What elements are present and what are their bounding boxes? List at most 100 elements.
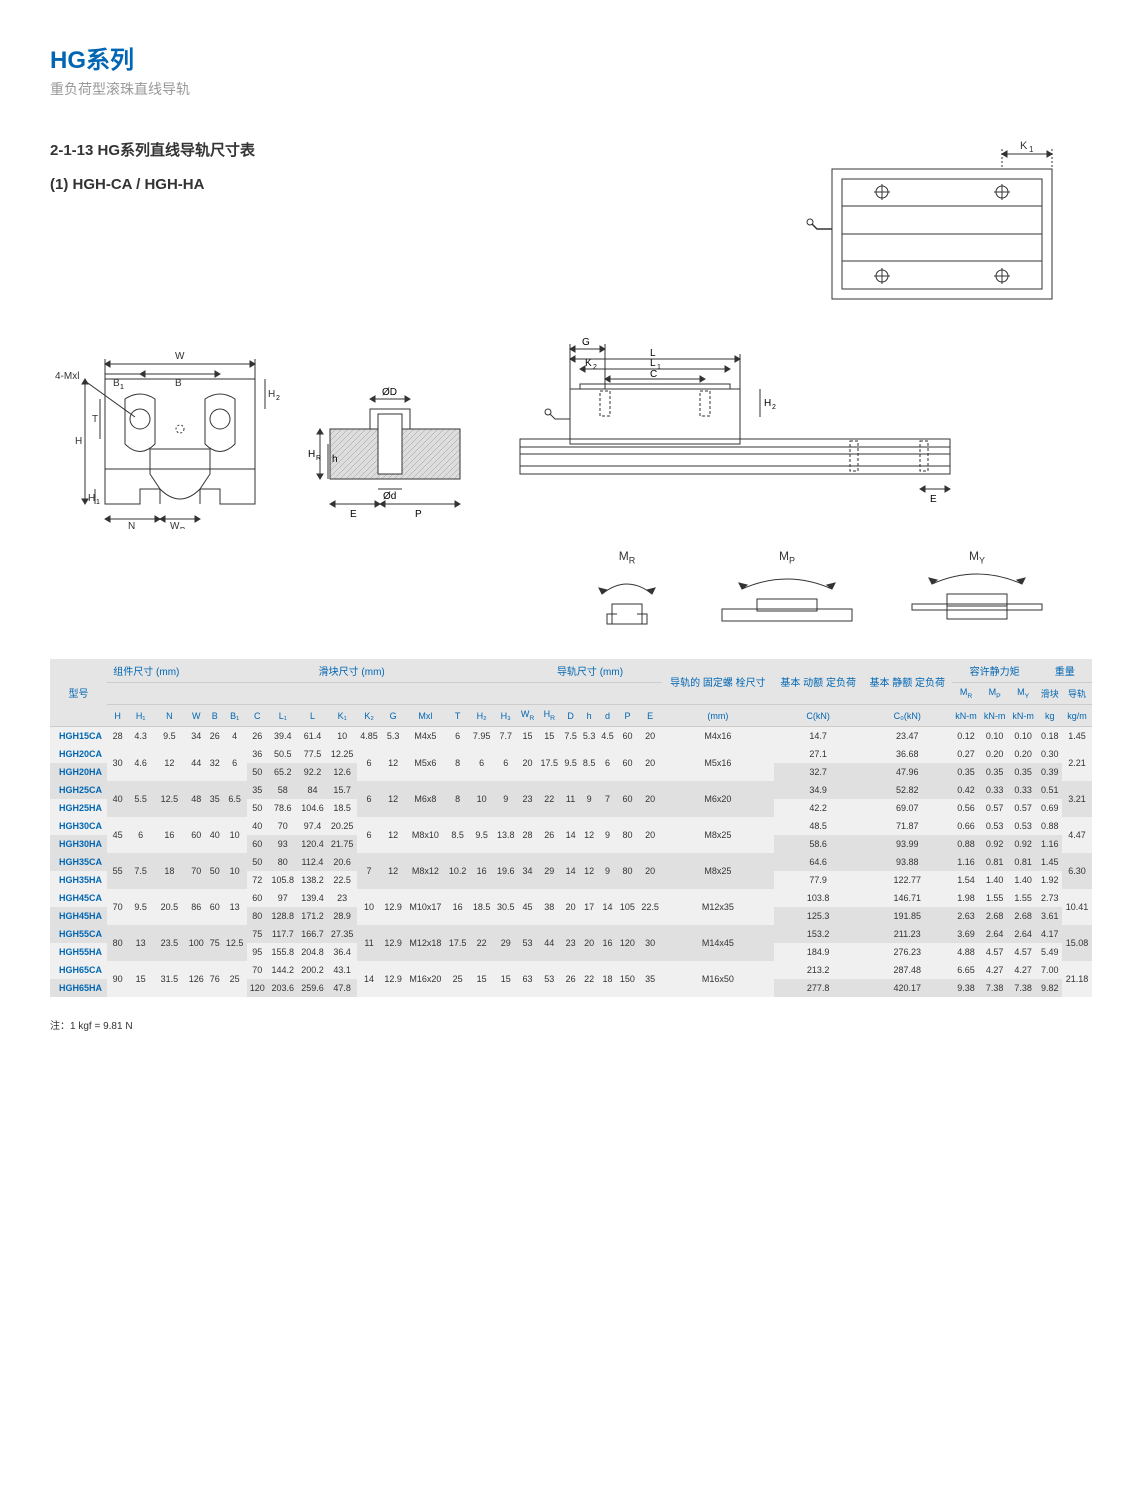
data-cell: 12: [381, 745, 405, 781]
data-cell: 71.87: [863, 817, 952, 835]
data-cell: 1.55: [980, 889, 1009, 907]
data-cell: 125.3: [774, 907, 863, 925]
svg-text:E: E: [350, 509, 357, 520]
data-cell: 4.17: [1037, 925, 1062, 943]
data-cell: 28: [107, 727, 128, 746]
data-cell: 23.5: [153, 925, 185, 961]
data-cell: 34.9: [774, 781, 863, 799]
data-cell: 50: [247, 853, 268, 871]
data-cell: 15.7: [327, 781, 357, 799]
th-mp: MP: [980, 683, 1009, 705]
data-cell: 139.4: [298, 889, 328, 907]
page-subtitle: 重负荷型滚珠直线导轨: [50, 79, 1092, 99]
data-cell: 204.8: [298, 943, 328, 961]
data-cell: 0.35: [952, 763, 981, 781]
svg-text:C: C: [650, 369, 657, 380]
svg-text:1: 1: [96, 499, 100, 506]
data-cell: 128.8: [268, 907, 298, 925]
diagram-side-profile: HR h ØD Ød E P: [300, 369, 480, 529]
data-cell: 35: [207, 781, 223, 817]
data-cell: 20.5: [153, 889, 185, 925]
data-cell: 12.9: [381, 889, 405, 925]
data-cell: 153.2: [774, 925, 863, 943]
data-cell: 7.38: [1009, 979, 1038, 997]
data-cell: 0.35: [980, 763, 1009, 781]
th-col: G: [381, 705, 405, 727]
data-cell: 3.21: [1062, 781, 1092, 817]
data-cell: 117.7: [268, 925, 298, 943]
data-cell: 36: [247, 745, 268, 763]
table-row: HGH35CA557.5187050105080112.420.6712M8x1…: [50, 853, 1092, 871]
data-cell: 259.6: [298, 979, 328, 997]
data-cell: 184.9: [774, 943, 863, 961]
data-cell: 5.49: [1037, 943, 1062, 961]
data-cell: 5.3: [580, 727, 598, 746]
th-moment: 容许静力矩: [952, 659, 1038, 683]
data-cell: 17.5: [446, 925, 470, 961]
data-cell: 60: [247, 835, 268, 853]
dimension-table: 型号 组件尺寸 (mm) 滑块尺寸 (mm) 导轨尺寸 (mm) 导轨的 固定螺…: [50, 659, 1092, 997]
data-cell: 105: [617, 889, 638, 925]
data-cell: 5.3: [381, 727, 405, 746]
th-col: d: [598, 705, 616, 727]
data-cell: 0.33: [1009, 781, 1038, 799]
th-col: h: [580, 705, 598, 727]
svg-text:K: K: [1020, 140, 1028, 152]
th-col: P: [617, 705, 638, 727]
data-cell: 122.77: [863, 871, 952, 889]
data-cell: 21.18: [1062, 961, 1092, 997]
data-cell: 0.20: [980, 745, 1009, 763]
data-cell: 16: [598, 925, 616, 961]
data-cell: 6.5: [223, 781, 247, 817]
data-cell: 6: [494, 745, 518, 781]
th-col: L₁: [268, 705, 298, 727]
data-cell: 12.5: [153, 781, 185, 817]
data-cell: 93.99: [863, 835, 952, 853]
data-cell: 1.45: [1062, 727, 1092, 746]
data-cell: M12x35: [662, 889, 773, 925]
data-cell: M5x6: [405, 745, 445, 781]
data-cell: 4.47: [1062, 817, 1092, 853]
footnote: 注：1 kgf = 9.81 N: [50, 1017, 1092, 1032]
model-cell: HGH45HA: [50, 907, 107, 925]
data-cell: 53: [537, 961, 561, 997]
model-cell: HGH55CA: [50, 925, 107, 943]
data-cell: 0.27: [952, 745, 981, 763]
data-cell: 12.6: [327, 763, 357, 781]
data-cell: 20: [638, 745, 662, 781]
th-model: 型号: [50, 659, 107, 726]
data-cell: 20: [638, 727, 662, 746]
data-cell: 8.5: [446, 817, 470, 853]
data-cell: 47.8: [327, 979, 357, 997]
data-cell: 14: [598, 889, 616, 925]
data-cell: 18.5: [327, 799, 357, 817]
data-cell: 171.2: [298, 907, 328, 925]
data-cell: 2.64: [1009, 925, 1038, 943]
data-cell: 100: [186, 925, 207, 961]
data-cell: 77.9: [774, 871, 863, 889]
data-cell: 4.57: [980, 943, 1009, 961]
th-col: K₂: [357, 705, 381, 727]
data-cell: 80: [107, 925, 128, 961]
data-cell: 23: [327, 889, 357, 907]
table-row: HGH30CA45616604010407097.420.25612M8x108…: [50, 817, 1092, 835]
data-cell: 2.63: [952, 907, 981, 925]
data-cell: 2.68: [980, 907, 1009, 925]
data-cell: 155.8: [268, 943, 298, 961]
data-cell: 1.92: [1037, 871, 1062, 889]
th-col: WR: [518, 705, 537, 727]
th-mr: MR: [952, 683, 981, 705]
data-cell: 30.5: [494, 889, 518, 925]
section-subtitle: (1) HGH-CA / HGH-HA: [50, 176, 255, 193]
data-cell: 22.5: [638, 889, 662, 925]
data-cell: 9.38: [952, 979, 981, 997]
data-cell: 0.42: [952, 781, 981, 799]
data-cell: 25: [223, 961, 247, 997]
data-cell: 2.73: [1037, 889, 1062, 907]
section-title: 2-1-13 HG系列直线导轨尺寸表: [50, 139, 255, 160]
data-cell: 16: [153, 817, 185, 853]
moment-mr: MR: [582, 549, 672, 629]
data-cell: 93.88: [863, 853, 952, 871]
data-cell: 10: [470, 781, 494, 817]
data-cell: 34: [518, 853, 537, 889]
